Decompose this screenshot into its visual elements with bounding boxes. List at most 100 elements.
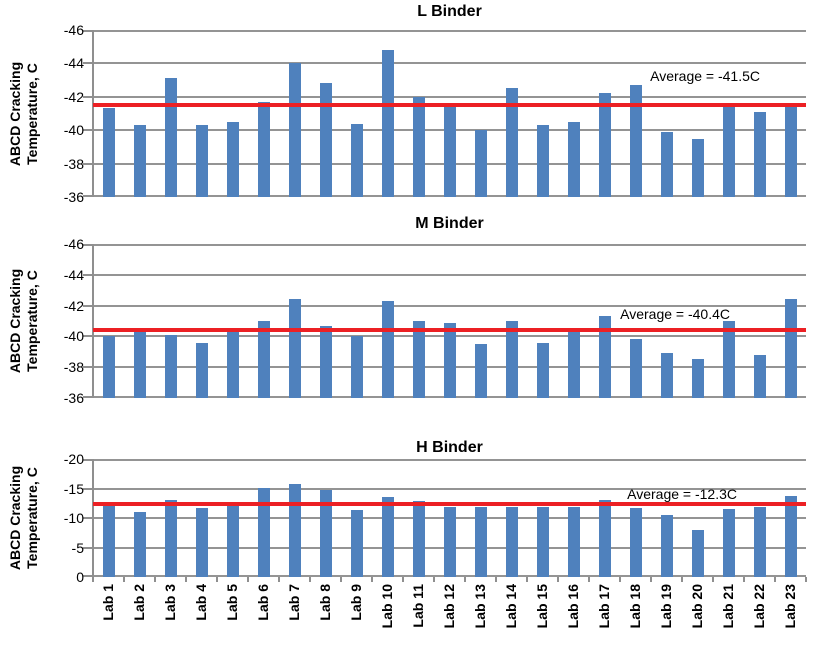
x-axis-label: Lab 4 bbox=[193, 584, 209, 621]
y-tick-label: -5 bbox=[71, 540, 84, 556]
bar bbox=[599, 316, 611, 398]
x-axis-label: Lab 3 bbox=[162, 584, 178, 621]
y-tick-label: -42 bbox=[63, 298, 84, 314]
bar bbox=[568, 122, 580, 197]
y-axis-tick bbox=[83, 62, 92, 64]
y-tick-label: -44 bbox=[63, 267, 84, 283]
x-axis-tick bbox=[557, 577, 559, 582]
gridline bbox=[93, 30, 806, 32]
x-axis-label: Lab 22 bbox=[751, 584, 767, 629]
x-axis-label: Lab 17 bbox=[596, 584, 612, 629]
y-tick-label: -44 bbox=[63, 55, 84, 71]
bar bbox=[475, 130, 487, 197]
x-axis-label: Lab 16 bbox=[565, 584, 581, 629]
x-axis-label: Lab 5 bbox=[224, 584, 240, 621]
x-axis-tick bbox=[464, 577, 466, 582]
bar bbox=[227, 122, 239, 197]
x-axis-tick bbox=[371, 577, 373, 582]
bar bbox=[382, 301, 394, 398]
bar bbox=[258, 321, 270, 398]
bar bbox=[599, 93, 611, 197]
x-axis-label: Lab 23 bbox=[782, 584, 798, 629]
x-axis-tick bbox=[92, 577, 94, 582]
x-axis-tick bbox=[712, 577, 714, 582]
plot-area: Average = -12.3C bbox=[83, 459, 806, 577]
bar bbox=[444, 107, 456, 197]
average-annotation: Average = -12.3C bbox=[627, 486, 737, 502]
x-axis-label: Lab 1 bbox=[100, 584, 116, 621]
bar bbox=[413, 97, 425, 197]
bar bbox=[351, 336, 363, 398]
y-axis-tick bbox=[83, 396, 92, 398]
y-axis-line bbox=[92, 30, 94, 197]
bar bbox=[692, 139, 704, 197]
bar bbox=[723, 321, 735, 398]
x-axis-label: Lab 2 bbox=[131, 584, 147, 621]
x-axis-tick bbox=[185, 577, 187, 582]
bar bbox=[630, 508, 642, 577]
bar bbox=[289, 63, 301, 197]
bar bbox=[785, 496, 797, 577]
x-axis-tick bbox=[805, 577, 807, 582]
bar bbox=[568, 332, 580, 398]
bar bbox=[661, 353, 673, 398]
bar bbox=[103, 506, 115, 577]
x-axis-label: Lab 18 bbox=[627, 584, 643, 629]
average-annotation: Average = -41.5C bbox=[650, 68, 760, 84]
bar bbox=[320, 83, 332, 197]
gridline bbox=[93, 96, 806, 98]
bar bbox=[165, 78, 177, 197]
bar bbox=[444, 323, 456, 398]
bar bbox=[165, 500, 177, 577]
bar bbox=[475, 344, 487, 398]
x-axis-label: Lab 6 bbox=[255, 584, 271, 621]
bar bbox=[754, 507, 766, 577]
bar bbox=[444, 507, 456, 577]
bar bbox=[289, 484, 301, 577]
x-axis-label: Lab 9 bbox=[348, 584, 364, 621]
bar bbox=[506, 88, 518, 197]
plot-area: Average = -41.5C bbox=[83, 30, 806, 197]
gridline bbox=[93, 488, 806, 490]
bar bbox=[630, 339, 642, 398]
y-axis-tick bbox=[83, 335, 92, 337]
y-axis-tick bbox=[83, 96, 92, 98]
bar bbox=[661, 132, 673, 197]
y-axis-tick bbox=[83, 575, 92, 577]
y-tick-label: -20 bbox=[63, 451, 84, 467]
x-axis-label: Lab 19 bbox=[658, 584, 674, 629]
bar bbox=[785, 107, 797, 197]
y-axis-tick bbox=[83, 517, 92, 519]
x-axis-tick bbox=[619, 577, 621, 582]
bar bbox=[134, 125, 146, 197]
x-axis-tick bbox=[402, 577, 404, 582]
bar bbox=[320, 490, 332, 577]
bar bbox=[103, 108, 115, 197]
y-axis-line bbox=[92, 459, 94, 577]
bar bbox=[506, 321, 518, 398]
bar bbox=[506, 507, 518, 577]
chart-title: L Binder bbox=[417, 3, 482, 20]
y-axis-tick bbox=[83, 30, 92, 32]
x-axis-tick bbox=[433, 577, 435, 582]
bar bbox=[599, 500, 611, 577]
bar bbox=[692, 530, 704, 577]
bar bbox=[475, 507, 487, 577]
bar bbox=[134, 329, 146, 398]
bar bbox=[196, 508, 208, 577]
bar bbox=[134, 512, 146, 577]
bar bbox=[258, 102, 270, 197]
average-line bbox=[93, 103, 806, 107]
y-axis-tick bbox=[83, 459, 92, 461]
bar bbox=[537, 125, 549, 197]
x-axis-tick bbox=[216, 577, 218, 582]
bar bbox=[723, 107, 735, 197]
bar bbox=[196, 125, 208, 197]
x-axis-tick bbox=[278, 577, 280, 582]
x-axis-label: Lab 13 bbox=[472, 584, 488, 629]
bar bbox=[196, 343, 208, 398]
bar bbox=[320, 326, 332, 398]
y-tick-label: -15 bbox=[63, 481, 84, 497]
bar bbox=[165, 335, 177, 398]
